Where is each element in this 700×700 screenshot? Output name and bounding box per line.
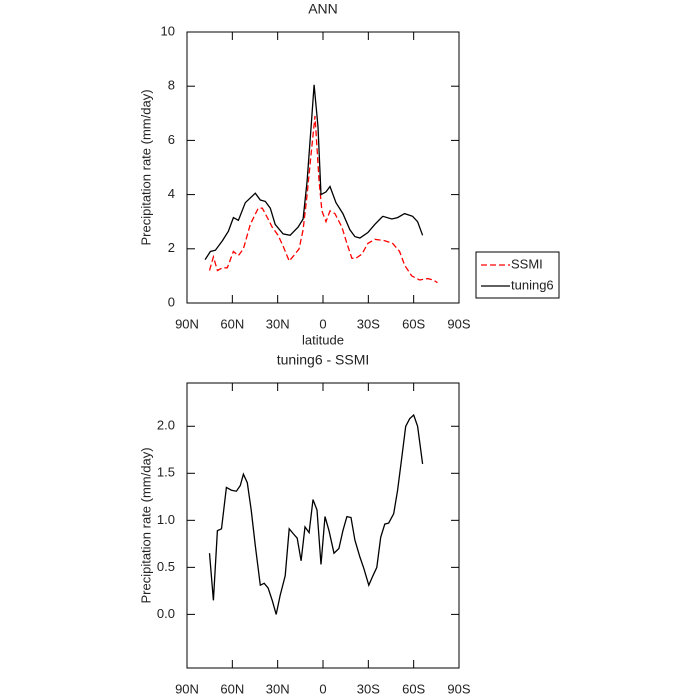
x-tick-label: 30S [357, 681, 380, 696]
series-line [204, 84, 424, 260]
x-tick-label: 30N [266, 316, 290, 331]
x-tick-label: 90S [447, 316, 470, 331]
x-tick-label: 30S [357, 316, 380, 331]
chart-title: tuning6 - SSMI [277, 352, 370, 368]
x-axis-label: latitude [302, 332, 344, 347]
y-tick-label: 8 [168, 78, 175, 93]
y-tick-label: 0 [168, 294, 175, 309]
y-axis-label: Precipitation rate (mm/day) [138, 447, 153, 603]
series-line [208, 115, 438, 284]
x-tick-label: 60N [220, 316, 244, 331]
x-tick-label: 90N [175, 681, 199, 696]
y-tick-label: 0.0 [157, 606, 175, 621]
y-tick-label: 6 [168, 132, 175, 147]
series-line [208, 413, 424, 615]
x-tick-label: 90S [447, 681, 470, 696]
plot-frame [186, 31, 460, 304]
y-tick-label: 1.5 [157, 465, 175, 480]
x-tick-label: 60S [402, 681, 425, 696]
x-tick-label: 60S [402, 316, 425, 331]
plot-frame [186, 382, 460, 669]
y-tick-label: 1.0 [157, 512, 175, 527]
x-tick-label: 0 [319, 681, 326, 696]
y-axis-label: Precipitation rate (mm/day) [138, 89, 153, 245]
legend-label: tuning6 [511, 277, 554, 292]
legend-label: SSMI [511, 256, 543, 271]
y-tick-label: 10 [161, 23, 175, 38]
legend-box [475, 251, 560, 299]
y-tick-label: 0.5 [157, 559, 175, 574]
y-tick-label: 2.0 [157, 418, 175, 433]
x-tick-label: 60N [220, 681, 244, 696]
y-tick-label: 4 [168, 186, 175, 201]
chart-title: ANN [308, 1, 338, 17]
x-tick-label: 30N [266, 681, 290, 696]
x-tick-label: 0 [319, 316, 326, 331]
y-tick-label: 2 [168, 240, 175, 255]
x-tick-label: 90N [175, 316, 199, 331]
x-axis-label: latitude [302, 697, 344, 700]
